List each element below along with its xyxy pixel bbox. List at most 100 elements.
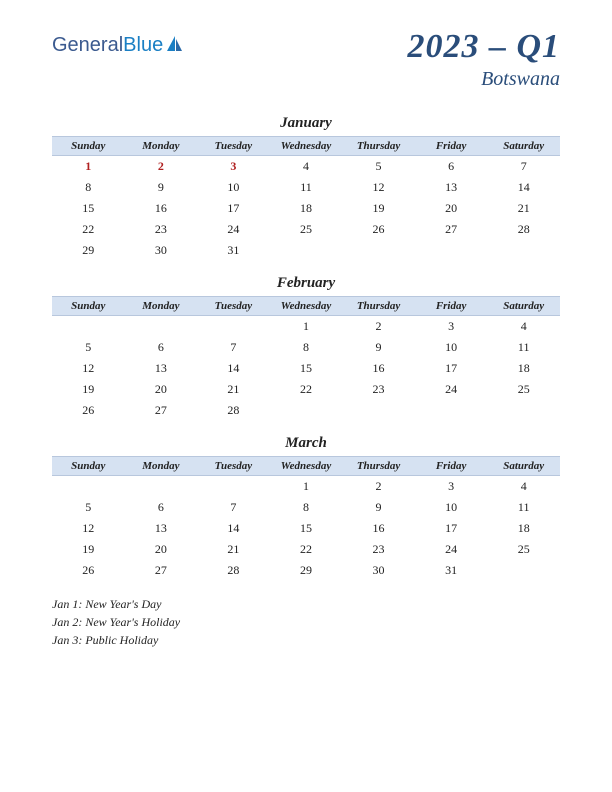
calendar-cell: 9 [125,177,198,198]
calendar-cell: 4 [487,476,560,498]
logo-text-blue: Blue [123,34,163,57]
calendar-cell: 26 [52,400,125,421]
calendar-cell: 28 [197,400,270,421]
calendar-cell: 25 [270,219,343,240]
calendar-cell: 15 [270,358,343,379]
calendar-cell: 20 [125,379,198,400]
calendar-cell: 27 [415,219,488,240]
calendar-cell: 23 [342,539,415,560]
day-header: Saturday [487,297,560,316]
calendar-row: 19202122232425 [52,379,560,400]
calendar-cell: 10 [415,497,488,518]
calendar-cell: 18 [487,358,560,379]
calendar-cell: 13 [125,518,198,539]
calendar-cell: 6 [415,156,488,178]
calendar-cell: 1 [270,316,343,338]
day-header: Monday [125,297,198,316]
calendar-cell: 3 [415,316,488,338]
holiday-line: Jan 1: New Year's Day [52,595,560,613]
logo: GeneralBlue [52,34,185,57]
day-header: Friday [415,457,488,476]
calendar-cell [52,316,125,338]
calendar-cell: 17 [415,358,488,379]
day-header: Wednesday [270,137,343,156]
calendar-table: SundayMondayTuesdayWednesdayThursdayFrid… [52,136,560,261]
calendar-row: 262728 [52,400,560,421]
calendar-cell: 29 [270,560,343,581]
calendar-cell: 10 [415,337,488,358]
day-header: Friday [415,297,488,316]
calendar-cell: 25 [487,379,560,400]
calendar-cell: 20 [415,198,488,219]
calendar-cell: 28 [197,560,270,581]
calendar-cell [125,316,198,338]
calendar-cell: 10 [197,177,270,198]
calendar-row: 15161718192021 [52,198,560,219]
day-header: Friday [415,137,488,156]
holiday-line: Jan 2: New Year's Holiday [52,613,560,631]
calendar-cell: 1 [52,156,125,178]
day-header: Tuesday [197,297,270,316]
calendar-cell [342,400,415,421]
calendar-cell: 13 [125,358,198,379]
day-header: Sunday [52,137,125,156]
calendar-row: 262728293031 [52,560,560,581]
calendar-row: 22232425262728 [52,219,560,240]
calendar-cell: 8 [270,497,343,518]
calendar-cell: 22 [270,539,343,560]
calendar-cell: 22 [270,379,343,400]
calendar-row: 891011121314 [52,177,560,198]
day-header: Thursday [342,137,415,156]
month-name: January [52,115,560,132]
calendar-cell: 24 [415,379,488,400]
day-header: Monday [125,457,198,476]
calendar-cell: 21 [197,379,270,400]
calendar-cell: 5 [52,337,125,358]
calendar-cell: 31 [415,560,488,581]
calendar-cell: 19 [52,379,125,400]
calendar-cell: 2 [125,156,198,178]
calendar-cell: 8 [270,337,343,358]
calendar-cell: 21 [487,198,560,219]
calendar-cell: 29 [52,240,125,261]
calendar-cell [197,316,270,338]
calendar-cell: 20 [125,539,198,560]
calendar-cell: 30 [342,560,415,581]
calendar-cell: 14 [197,518,270,539]
calendar-cell: 26 [342,219,415,240]
calendar-cell: 12 [52,358,125,379]
holiday-line: Jan 3: Public Holiday [52,631,560,649]
calendar-cell [270,240,343,261]
day-header: Sunday [52,457,125,476]
month-name: February [52,275,560,292]
calendar-cell: 4 [487,316,560,338]
calendar-cell: 3 [415,476,488,498]
calendar-cell: 11 [487,497,560,518]
calendar-row: 1234 [52,476,560,498]
calendar-cell [487,240,560,261]
calendar-cell: 23 [342,379,415,400]
calendar-cell: 6 [125,497,198,518]
calendar-cell: 9 [342,337,415,358]
calendar-cell: 18 [270,198,343,219]
calendar-cell: 12 [342,177,415,198]
calendar-cell: 11 [270,177,343,198]
calendar-row: 12131415161718 [52,518,560,539]
month-name: March [52,435,560,452]
title-main: 2023 – Q1 [407,28,560,66]
calendar-cell: 5 [342,156,415,178]
holidays-list: Jan 1: New Year's DayJan 2: New Year's H… [52,595,560,649]
calendar-cell [342,240,415,261]
calendar-row: 1234 [52,316,560,338]
calendar-row: 1234567 [52,156,560,178]
calendar-cell: 14 [197,358,270,379]
calendar-cell [125,476,198,498]
calendar-cell: 16 [342,358,415,379]
calendar-cell: 18 [487,518,560,539]
calendar-cell: 6 [125,337,198,358]
calendar-cell: 1 [270,476,343,498]
calendar-cell: 19 [52,539,125,560]
logo-sail-icon [165,34,185,54]
calendar-cell: 3 [197,156,270,178]
title-block: 2023 – Q1 Botswana [407,28,560,91]
